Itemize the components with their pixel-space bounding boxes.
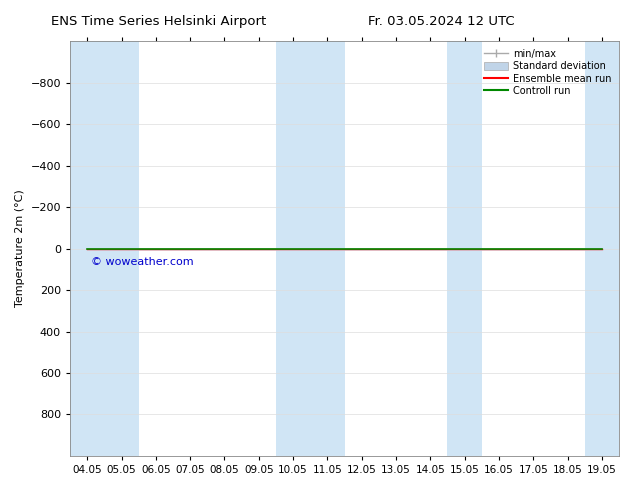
Legend: min/max, Standard deviation, Ensemble mean run, Controll run: min/max, Standard deviation, Ensemble me… — [481, 46, 614, 99]
Bar — [310, 41, 344, 456]
Bar — [448, 41, 482, 456]
Text: ENS Time Series Helsinki Airport: ENS Time Series Helsinki Airport — [51, 15, 266, 28]
Text: Fr. 03.05.2024 12 UTC: Fr. 03.05.2024 12 UTC — [368, 15, 514, 28]
Bar — [276, 41, 310, 456]
Text: © woweather.com: © woweather.com — [91, 257, 193, 267]
Bar — [70, 41, 105, 456]
Bar — [585, 41, 619, 456]
Bar — [105, 41, 139, 456]
Y-axis label: Temperature 2m (°C): Temperature 2m (°C) — [15, 190, 25, 307]
